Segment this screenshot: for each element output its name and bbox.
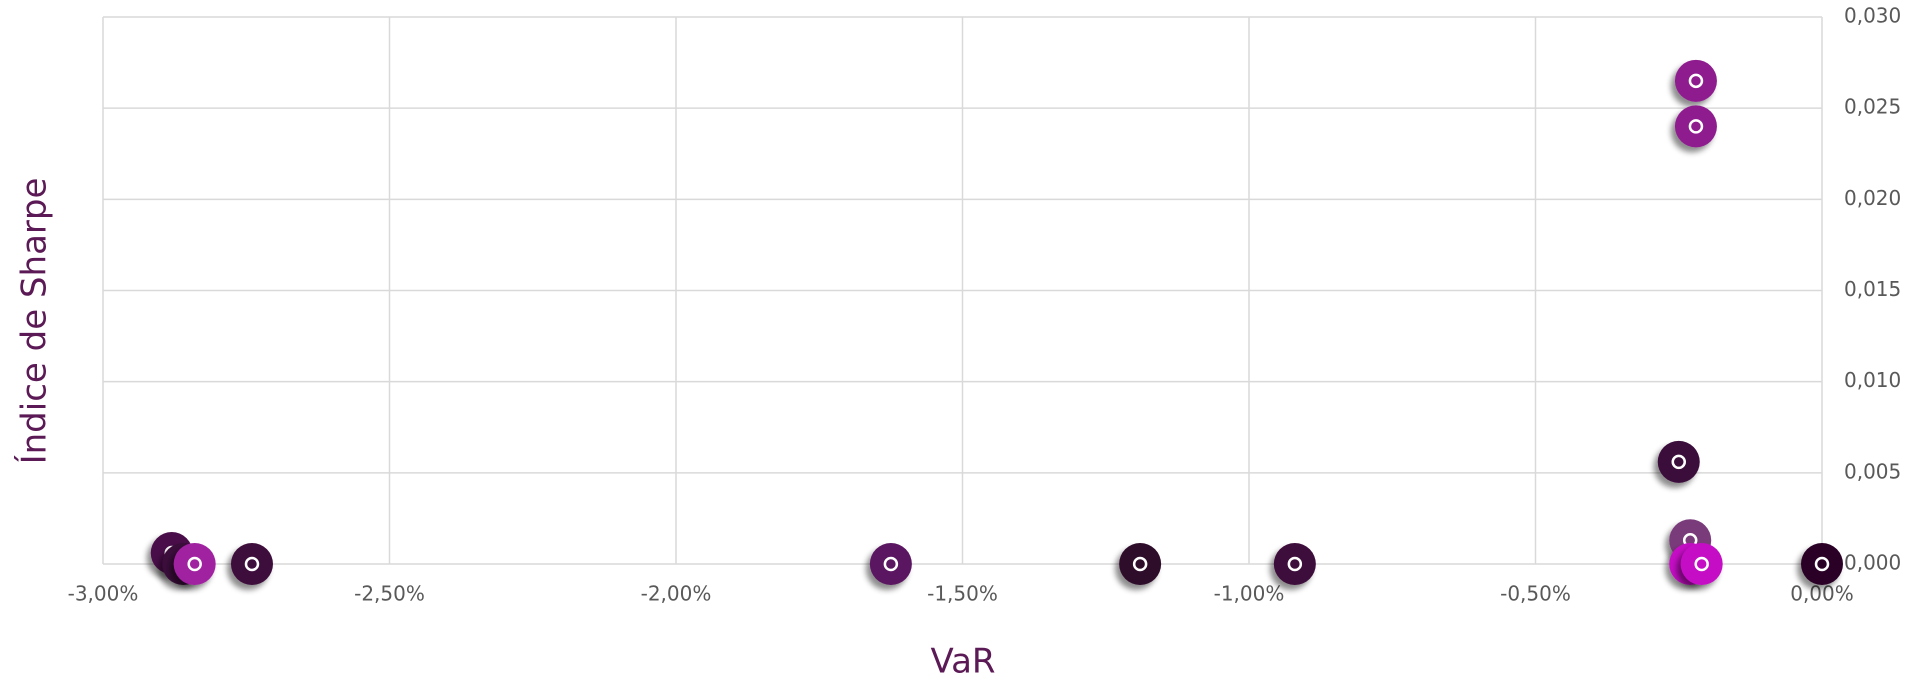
marker-ring: [1814, 556, 1830, 572]
marker: [1680, 543, 1723, 585]
y-tick-label: 0,025: [1844, 95, 1901, 119]
marker: [1657, 440, 1700, 483]
x-axis-title: VaR: [930, 642, 995, 676]
y-tick-label: 0,015: [1844, 277, 1901, 301]
y-tick-label: 0,010: [1844, 368, 1901, 392]
marker-ring: [1287, 556, 1303, 572]
point: [230, 543, 273, 585]
y-tick-label: 0,020: [1844, 186, 1901, 210]
point: [1674, 105, 1717, 148]
y-axis-title: Índice de Sharpe: [14, 178, 55, 465]
y-tick-label: 0,030: [1844, 4, 1901, 28]
point: [1273, 543, 1316, 585]
x-tick-label: -1,00%: [1214, 582, 1285, 606]
marker: [1674, 59, 1717, 102]
x-tick-label: 0,00%: [1790, 582, 1854, 606]
x-tick-label: -3,00%: [68, 582, 139, 606]
marker-ring: [1132, 556, 1148, 572]
marker: [173, 543, 216, 585]
x-tick-label: -0,50%: [1500, 582, 1571, 606]
marker: [1801, 543, 1843, 585]
point: [1801, 543, 1843, 585]
x-tick-label: -2,00%: [641, 582, 712, 606]
marker-ring: [1688, 73, 1704, 89]
marker-ring: [1694, 556, 1709, 572]
marker-ring: [883, 556, 899, 572]
point: [1657, 440, 1700, 483]
point: [1680, 543, 1723, 585]
point: [1119, 543, 1162, 585]
x-tick-label: -1,50%: [927, 582, 998, 606]
y-tick-label: 0,005: [1844, 459, 1901, 483]
point: [869, 543, 912, 585]
y-tick-label: 0,000: [1844, 551, 1901, 575]
marker-ring: [187, 556, 202, 572]
marker: [230, 543, 273, 585]
marker-ring: [1671, 454, 1686, 470]
marker-ring: [244, 556, 260, 572]
point: [173, 543, 216, 585]
marker-ring: [1688, 119, 1704, 134]
x-tick-label: -2,50%: [354, 582, 425, 606]
marker: [1674, 105, 1717, 148]
marker: [1273, 543, 1316, 585]
marker: [1119, 543, 1162, 585]
point: [1674, 59, 1717, 102]
marker: [869, 543, 912, 585]
